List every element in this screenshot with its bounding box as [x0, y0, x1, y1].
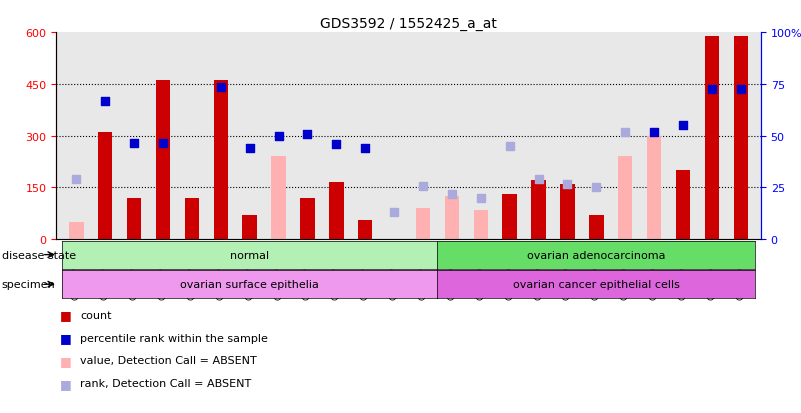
Bar: [329, 183, 344, 240]
Point: [215, 85, 227, 91]
Point: [417, 183, 429, 190]
Text: value, Detection Call = ABSENT: value, Detection Call = ABSENT: [80, 356, 257, 366]
Point: [330, 142, 343, 148]
Point: [70, 176, 83, 183]
Text: ovarian cancer epithelial cells: ovarian cancer epithelial cells: [513, 280, 680, 290]
Text: ■: ■: [60, 354, 72, 367]
Point: [590, 185, 602, 191]
Bar: [618, 157, 633, 240]
Text: disease state: disease state: [2, 250, 76, 260]
Point: [648, 130, 661, 136]
Text: ovarian adenocarcinoma: ovarian adenocarcinoma: [527, 250, 666, 260]
Bar: [473, 210, 488, 240]
Bar: [705, 36, 719, 240]
Point: [677, 123, 690, 129]
Text: rank, Detection Call = ABSENT: rank, Detection Call = ABSENT: [80, 378, 252, 388]
Bar: [647, 136, 662, 240]
Bar: [416, 209, 430, 240]
Title: GDS3592 / 1552425_a_at: GDS3592 / 1552425_a_at: [320, 17, 497, 31]
Bar: [98, 133, 112, 240]
Point: [532, 176, 545, 183]
Bar: [69, 222, 83, 240]
Point: [561, 181, 574, 188]
Bar: [155, 81, 170, 240]
Bar: [214, 81, 228, 240]
Point: [301, 131, 314, 138]
Bar: [358, 221, 372, 240]
Point: [618, 130, 631, 136]
Text: ■: ■: [60, 377, 72, 390]
Bar: [676, 171, 690, 240]
Point: [735, 87, 747, 93]
Bar: [184, 198, 199, 240]
Point: [706, 87, 718, 93]
Point: [156, 140, 169, 147]
Bar: [445, 197, 459, 240]
Point: [359, 145, 372, 152]
Text: ■: ■: [60, 309, 72, 322]
Text: ovarian surface epithelia: ovarian surface epithelia: [180, 280, 319, 290]
Point: [127, 140, 140, 147]
Point: [503, 143, 516, 150]
Text: ■: ■: [60, 331, 72, 344]
Point: [388, 209, 400, 215]
Bar: [127, 198, 141, 240]
Point: [272, 133, 285, 140]
Point: [99, 99, 111, 105]
Text: count: count: [80, 310, 111, 320]
Text: percentile rank within the sample: percentile rank within the sample: [80, 333, 268, 343]
Bar: [300, 198, 315, 240]
Text: specimen: specimen: [2, 280, 55, 290]
Bar: [272, 157, 286, 240]
Text: normal: normal: [230, 250, 269, 260]
Bar: [531, 181, 545, 240]
Bar: [589, 216, 603, 240]
Point: [244, 145, 256, 152]
Bar: [734, 36, 748, 240]
Point: [445, 192, 458, 198]
Bar: [560, 185, 574, 240]
Bar: [243, 216, 257, 240]
Point: [474, 195, 487, 202]
Bar: [502, 195, 517, 240]
